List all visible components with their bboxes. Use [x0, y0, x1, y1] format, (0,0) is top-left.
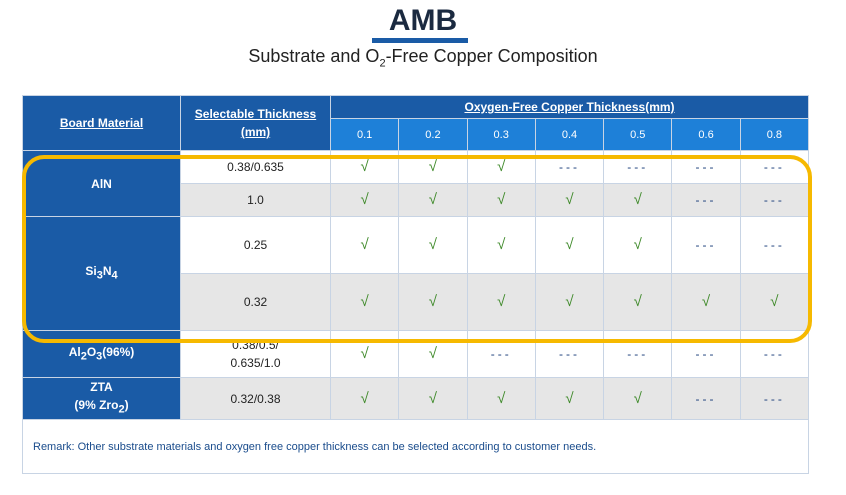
thickness-cell: 0.25	[180, 216, 331, 274]
subtitle: Substrate and O2-Free Copper Composition	[0, 46, 846, 70]
remark-row: Remark: Other substrate materials and ox…	[21, 419, 810, 474]
material-cell: ZTA (9% Zro2)	[22, 377, 181, 420]
availability-cell: ---	[603, 330, 673, 378]
material-sub: 4	[111, 269, 118, 282]
availability-cell: √	[534, 183, 605, 217]
availability-cell: √	[398, 273, 468, 331]
material-cell: AlN	[22, 150, 181, 217]
header-row: Board Material Selectable Thickness (mm) O…	[22, 95, 810, 151]
availability-cell: √	[603, 377, 673, 420]
availability-cell: √	[466, 183, 536, 217]
column-header: 0.4	[534, 118, 605, 151]
availability-cell: ---	[534, 150, 605, 184]
availability-cell: ---	[739, 183, 810, 217]
availability-cell: √	[466, 273, 536, 331]
availability-cell: ---	[671, 183, 741, 217]
availability-cell: √	[398, 183, 468, 217]
material-cell: Si3N4	[22, 216, 181, 331]
availability-cell: √	[603, 216, 673, 274]
availability-cell: √	[466, 377, 536, 420]
availability-cell: √	[398, 150, 468, 184]
material-cell: Al2O3(96%)	[22, 330, 181, 378]
composition-table: Board Material Selectable Thickness (mm) O…	[21, 95, 810, 474]
availability-cell: √	[329, 216, 400, 274]
material-text: O	[86, 344, 97, 359]
column-header: 0.5	[603, 118, 673, 151]
thickness-cell: 1.0	[180, 183, 331, 217]
availability-cell: √	[739, 273, 810, 331]
availability-cell: ---	[671, 377, 741, 420]
material-text: (96%)	[102, 344, 135, 359]
material-text: Al	[68, 344, 81, 359]
availability-cell: ---	[739, 330, 810, 378]
availability-cell: ---	[671, 216, 741, 274]
availability-cell: ---	[739, 150, 810, 184]
material-sub: 3	[96, 350, 103, 363]
availability-cell: √	[534, 216, 605, 274]
availability-cell: √	[329, 273, 400, 331]
material-sub: 2	[118, 403, 125, 416]
availability-cell: ---	[534, 330, 605, 378]
thickness-cell: 0.38/0.635	[180, 150, 331, 184]
material-text: Si	[85, 264, 97, 279]
subtitle-text: -Free Copper Composition	[385, 46, 598, 66]
remark: Remark: Other substrate materials and ox…	[21, 419, 810, 474]
availability-cell: √	[466, 216, 536, 274]
material-text: ZTA (9% Zro	[74, 380, 119, 413]
thickness-cell: 0.38/0.5/ 0.635/1.0	[180, 330, 331, 378]
column-header: 0.3	[466, 118, 536, 151]
thickness-cell: 0.32	[180, 273, 331, 331]
availability-cell: ---	[671, 150, 741, 184]
availability-cell: √	[466, 150, 536, 184]
availability-cell: ---	[739, 377, 810, 420]
body-row: Si3N4 0.25 √ √ √ √ √ --- ---	[22, 216, 810, 331]
availability-cell: √	[329, 377, 400, 420]
body-row: AlN 0.38/0.635 √ √ √ --- --- --- ---	[22, 150, 810, 217]
availability-cell: √	[534, 377, 605, 420]
column-header: 0.8	[739, 118, 810, 151]
material-sub: 2	[80, 350, 87, 363]
column-header: 0.1	[329, 118, 400, 151]
subtitle-sub: 2	[379, 57, 386, 70]
header-cell: Oxygen-Free Copper Thickness(mm)	[329, 95, 810, 119]
subtitle-text: Substrate and O	[248, 46, 380, 66]
availability-cell: √	[603, 273, 673, 331]
availability-cell: ---	[671, 330, 741, 378]
availability-cell: √	[329, 150, 400, 184]
availability-cell: √	[329, 330, 400, 378]
body-row: Al2O3(96%) 0.38/0.5/ 0.635/1.0 √ √ --- --- ---…	[22, 330, 810, 378]
column-header: 0.6	[671, 118, 741, 151]
material-text: AlN	[91, 176, 112, 191]
body-row: ZTA (9% Zro2) 0.32/0.38 √ √ √ √ √ --- ---	[22, 377, 810, 420]
availability-cell: √	[329, 183, 400, 217]
availability-cell: √	[398, 377, 468, 420]
material-text: N	[102, 264, 112, 279]
material-sub: 3	[96, 269, 103, 282]
availability-cell: √	[603, 183, 673, 217]
availability-cell: ---	[739, 216, 810, 274]
availability-cell: ---	[603, 150, 673, 184]
column-header: 0.2	[398, 118, 468, 151]
header-cell: Selectable Thickness (mm)	[180, 95, 331, 151]
header-cell: Board Material	[22, 95, 181, 151]
header-row: 0.1 0.2 0.3 0.4 0.5 0.6 0.8	[23, 118, 810, 151]
material-text: )	[124, 398, 129, 413]
availability-cell: √	[671, 273, 741, 331]
availability-cell: √	[534, 273, 605, 331]
availability-cell: ---	[466, 330, 536, 378]
body-row: 0.32 √ √ √ √ √ √ √	[23, 273, 810, 331]
thickness-cell: 0.32/0.38	[180, 377, 331, 420]
title-underline	[372, 38, 468, 43]
availability-cell: √	[398, 216, 468, 274]
availability-cell: √	[398, 330, 468, 378]
title: AMB	[388, 4, 458, 37]
